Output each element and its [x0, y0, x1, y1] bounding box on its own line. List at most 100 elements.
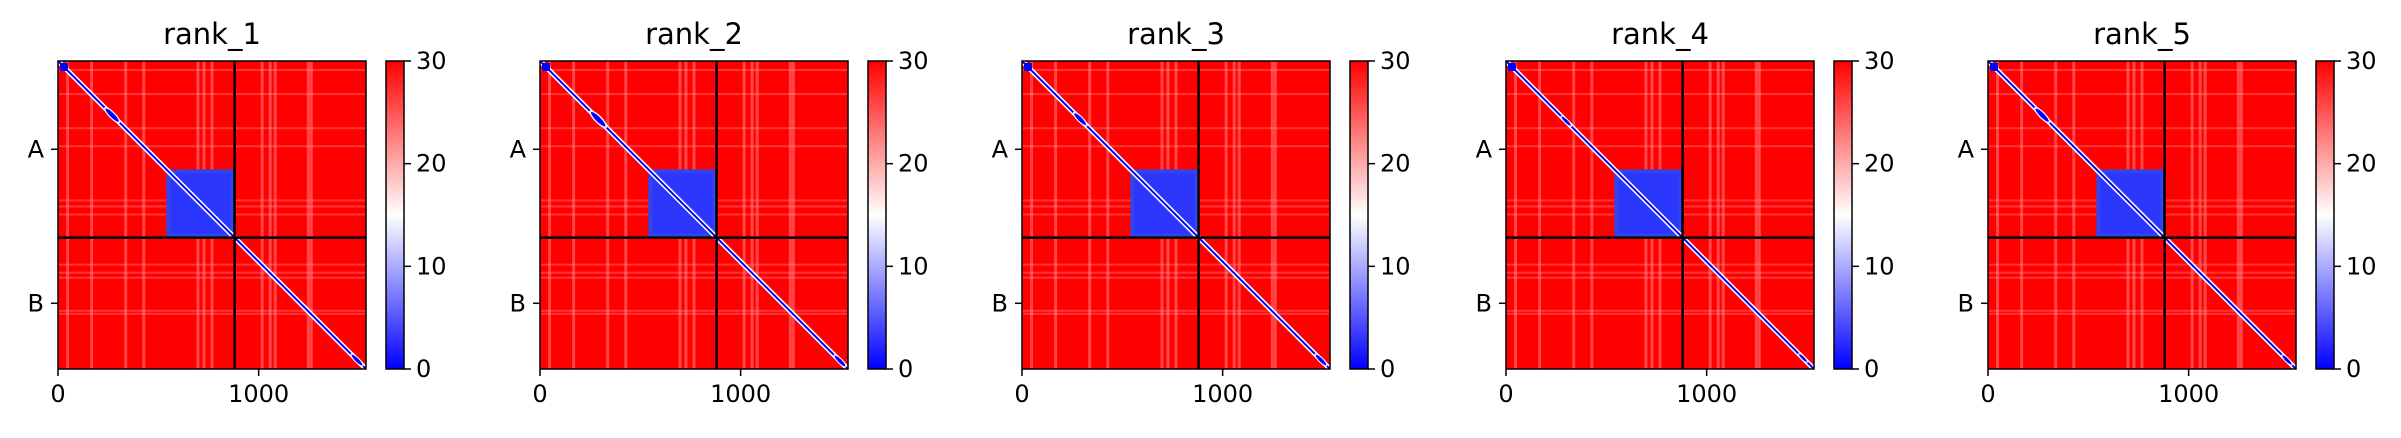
- colorbar-tick-label: 30: [2346, 47, 2377, 75]
- heatmap-stripe: [1022, 309, 1330, 312]
- heatmap-stripe: [1022, 93, 1330, 96]
- diagonal-blob: [1315, 354, 1327, 366]
- heatmap-stripe: [1022, 271, 1330, 274]
- panel-title: rank_5: [2093, 17, 2191, 51]
- y-tick-label: A: [992, 135, 1009, 163]
- x-tick-label: 0: [50, 380, 65, 408]
- heatmap-stripe: [1506, 127, 1814, 130]
- heatmap-body: [1022, 61, 1330, 369]
- heatmap-stripe: [1988, 145, 2296, 148]
- heatmap-stripe: [540, 263, 848, 266]
- axes-frame: [539, 60, 849, 370]
- heatmap-stripe: [1022, 276, 1330, 279]
- heatmap-stripe: [540, 69, 848, 72]
- heatmap-stripe: [1988, 263, 2296, 266]
- y-tick-label: A: [28, 135, 45, 163]
- x-tick-label: 1000: [2158, 380, 2219, 408]
- heatmap-stripe: [548, 61, 552, 369]
- heatmap-stripe: [2054, 61, 2058, 369]
- colorbar-tick-label: 30: [416, 47, 447, 75]
- heatmap-stripe: [1022, 263, 1330, 266]
- x-tick-label: 0: [1014, 380, 1029, 408]
- colorbar: [868, 61, 886, 369]
- y-tick-label: B: [510, 289, 526, 317]
- heatmap-stripe: [1088, 61, 1092, 369]
- heatmap-body: [1506, 61, 1814, 369]
- colorbar: [1350, 61, 1368, 369]
- colorbar-tick-label: 0: [416, 355, 431, 383]
- heatmap-stripe: [540, 127, 848, 130]
- heatmap-stripe: [1716, 61, 1720, 369]
- colorbar-tick-label: 20: [416, 150, 447, 178]
- diagonal-blob: [1799, 354, 1807, 362]
- heatmap-stripe: [1506, 93, 1814, 96]
- heatmap-stripe: [1506, 69, 1814, 72]
- diagonal-blob: [2035, 108, 2049, 122]
- y-tick-label: B: [992, 289, 1008, 317]
- panel-title: rank_1: [163, 17, 261, 51]
- y-tick-label: B: [1958, 289, 1974, 317]
- heatmap-stripe: [273, 61, 277, 369]
- heatmap-stripe: [1514, 61, 1518, 369]
- x-tick-label: 1000: [710, 380, 771, 408]
- heatmap-stripe: [1721, 61, 1725, 369]
- x-tick-label: 0: [1980, 380, 1995, 408]
- heatmap-stripe: [1054, 61, 1058, 369]
- colorbar-tick-label: 10: [2346, 252, 2377, 280]
- colorbar-tick-label: 30: [898, 47, 929, 75]
- heatmap-stripe: [142, 61, 146, 369]
- heatmap-stripe: [540, 93, 848, 96]
- y-tick-label: B: [1476, 289, 1492, 317]
- heatmap-stripe: [2239, 61, 2243, 369]
- axes-frame: [57, 60, 367, 370]
- heatmap-stripe: [1996, 61, 2000, 369]
- colorbar-tick-label: 20: [1380, 150, 1411, 178]
- heatmap-body: [58, 61, 366, 369]
- heatmap-stripe: [58, 276, 366, 279]
- heatmap-stripe: [1988, 312, 2296, 315]
- heatmap-stripe: [1506, 145, 1814, 148]
- panel-title: rank_3: [1127, 17, 1225, 51]
- heatmap-stripe: [58, 127, 366, 130]
- axes-frame: [1021, 60, 1331, 370]
- heatmap-stripe: [1237, 61, 1241, 369]
- heatmap-stripe: [66, 61, 70, 369]
- heatmap-stripe: [1232, 61, 1236, 369]
- heatmap-stripe: [124, 61, 128, 369]
- heatmap-stripe: [540, 312, 848, 315]
- heatmap-stripe: [755, 61, 759, 369]
- heatmap-stripe: [1538, 61, 1542, 369]
- heatmap-stripe: [58, 271, 366, 274]
- heatmap-stripe: [1022, 127, 1330, 130]
- heatmap-stripe: [1988, 69, 2296, 72]
- axes-frame: [1987, 60, 2297, 370]
- colorbar-frame: [2315, 60, 2335, 370]
- heatmap-stripe: [1270, 61, 1274, 369]
- colorbar-frame: [385, 60, 405, 370]
- heatmap-stripe: [268, 61, 272, 369]
- colorbar-tick-label: 0: [1864, 355, 1879, 383]
- colorbar-tick-label: 0: [1380, 355, 1395, 383]
- colorbar-frame: [1833, 60, 1853, 370]
- heatmap-stripe: [1988, 309, 2296, 312]
- heatmap-stripe: [1590, 61, 1594, 369]
- heatmap-stripe: [1030, 61, 1034, 369]
- heatmap-stripe: [540, 145, 848, 148]
- heatmap-stripe: [1757, 61, 1761, 369]
- diagonal-start-blob: [60, 63, 68, 71]
- heatmap-stripe: [1988, 93, 2296, 96]
- colorbar-tick-label: 10: [1864, 252, 1895, 280]
- heatmap-stripe: [2190, 61, 2194, 369]
- heatmap-stripe: [58, 312, 366, 315]
- heatmap-stripe: [750, 61, 754, 369]
- heatmap-stripe: [1022, 312, 1330, 315]
- diagonal-start-blob: [1508, 63, 1516, 71]
- heatmap-stripe: [1273, 61, 1277, 369]
- axes-frame: [1505, 60, 1815, 370]
- heatmap-body: [1988, 61, 2296, 369]
- heatmap-stripe: [2020, 61, 2024, 369]
- heatmap-stripe: [791, 61, 795, 369]
- heatmap-stripe: [1988, 127, 2296, 130]
- y-tick-label: A: [1476, 135, 1493, 163]
- x-tick-label: 1000: [1192, 380, 1253, 408]
